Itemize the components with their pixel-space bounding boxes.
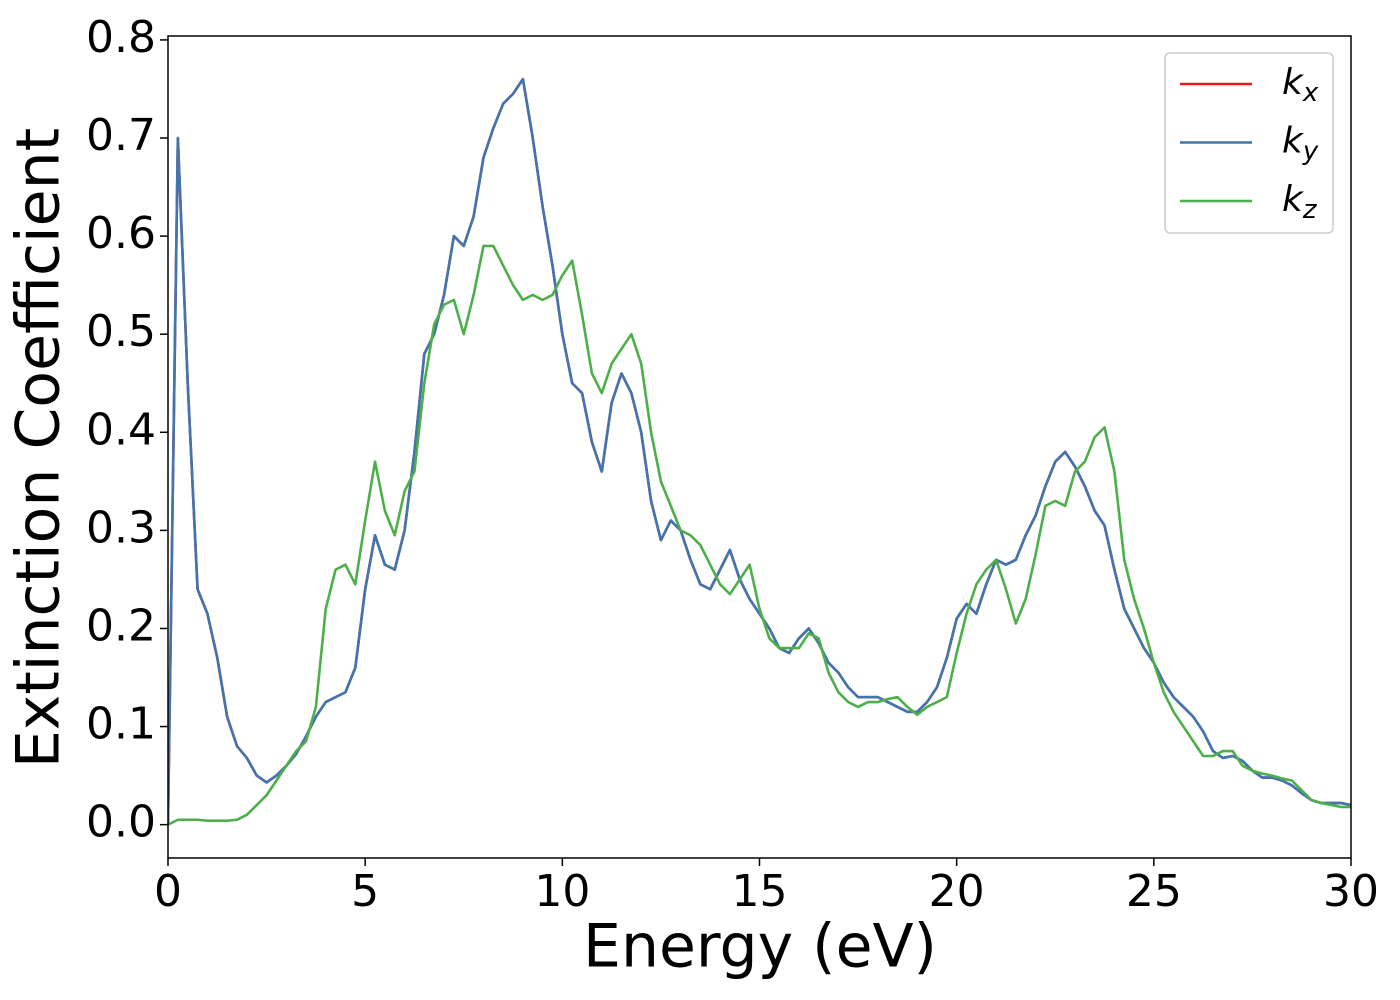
legend-label-sub: z [1302, 195, 1318, 225]
y-tick-label: 0.1 [86, 699, 156, 750]
legend-label-sub: x [1302, 78, 1319, 108]
y-tick-label: 0.7 [86, 110, 156, 161]
x-tick-label: 0 [154, 866, 182, 917]
legend-label: kz [1282, 179, 1318, 225]
y-tick-label: 0.3 [86, 502, 156, 553]
x-tick-label: 5 [351, 866, 379, 917]
x-tick-label: 25 [1126, 866, 1182, 917]
legend-label-base: k [1282, 121, 1305, 162]
y-tick-label: 0.6 [86, 208, 156, 259]
y-tick-label: 0.5 [86, 306, 156, 357]
x-tick-label: 15 [732, 866, 788, 917]
y-tick-label: 0.2 [86, 600, 156, 651]
legend-label: ky [1282, 121, 1319, 167]
x-tick-label: 20 [929, 866, 985, 917]
legend-label-sub: y [1302, 136, 1319, 166]
y-tick-label: 0.8 [86, 12, 156, 63]
legend-label-base: k [1282, 62, 1305, 103]
y-tick-label: 0.0 [86, 797, 156, 848]
legend-label-base: k [1282, 179, 1305, 220]
x-axis-label: Energy (eV) [583, 912, 937, 982]
legend-label: kx [1282, 62, 1319, 108]
x-tick-label: 30 [1323, 866, 1379, 917]
y-tick-label: 0.4 [86, 404, 156, 455]
series-line [168, 244, 1351, 826]
x-tick-label: 10 [534, 866, 590, 917]
plot-frame [167, 35, 1352, 859]
y-axis-label: Extinction Coefficient [4, 128, 74, 768]
